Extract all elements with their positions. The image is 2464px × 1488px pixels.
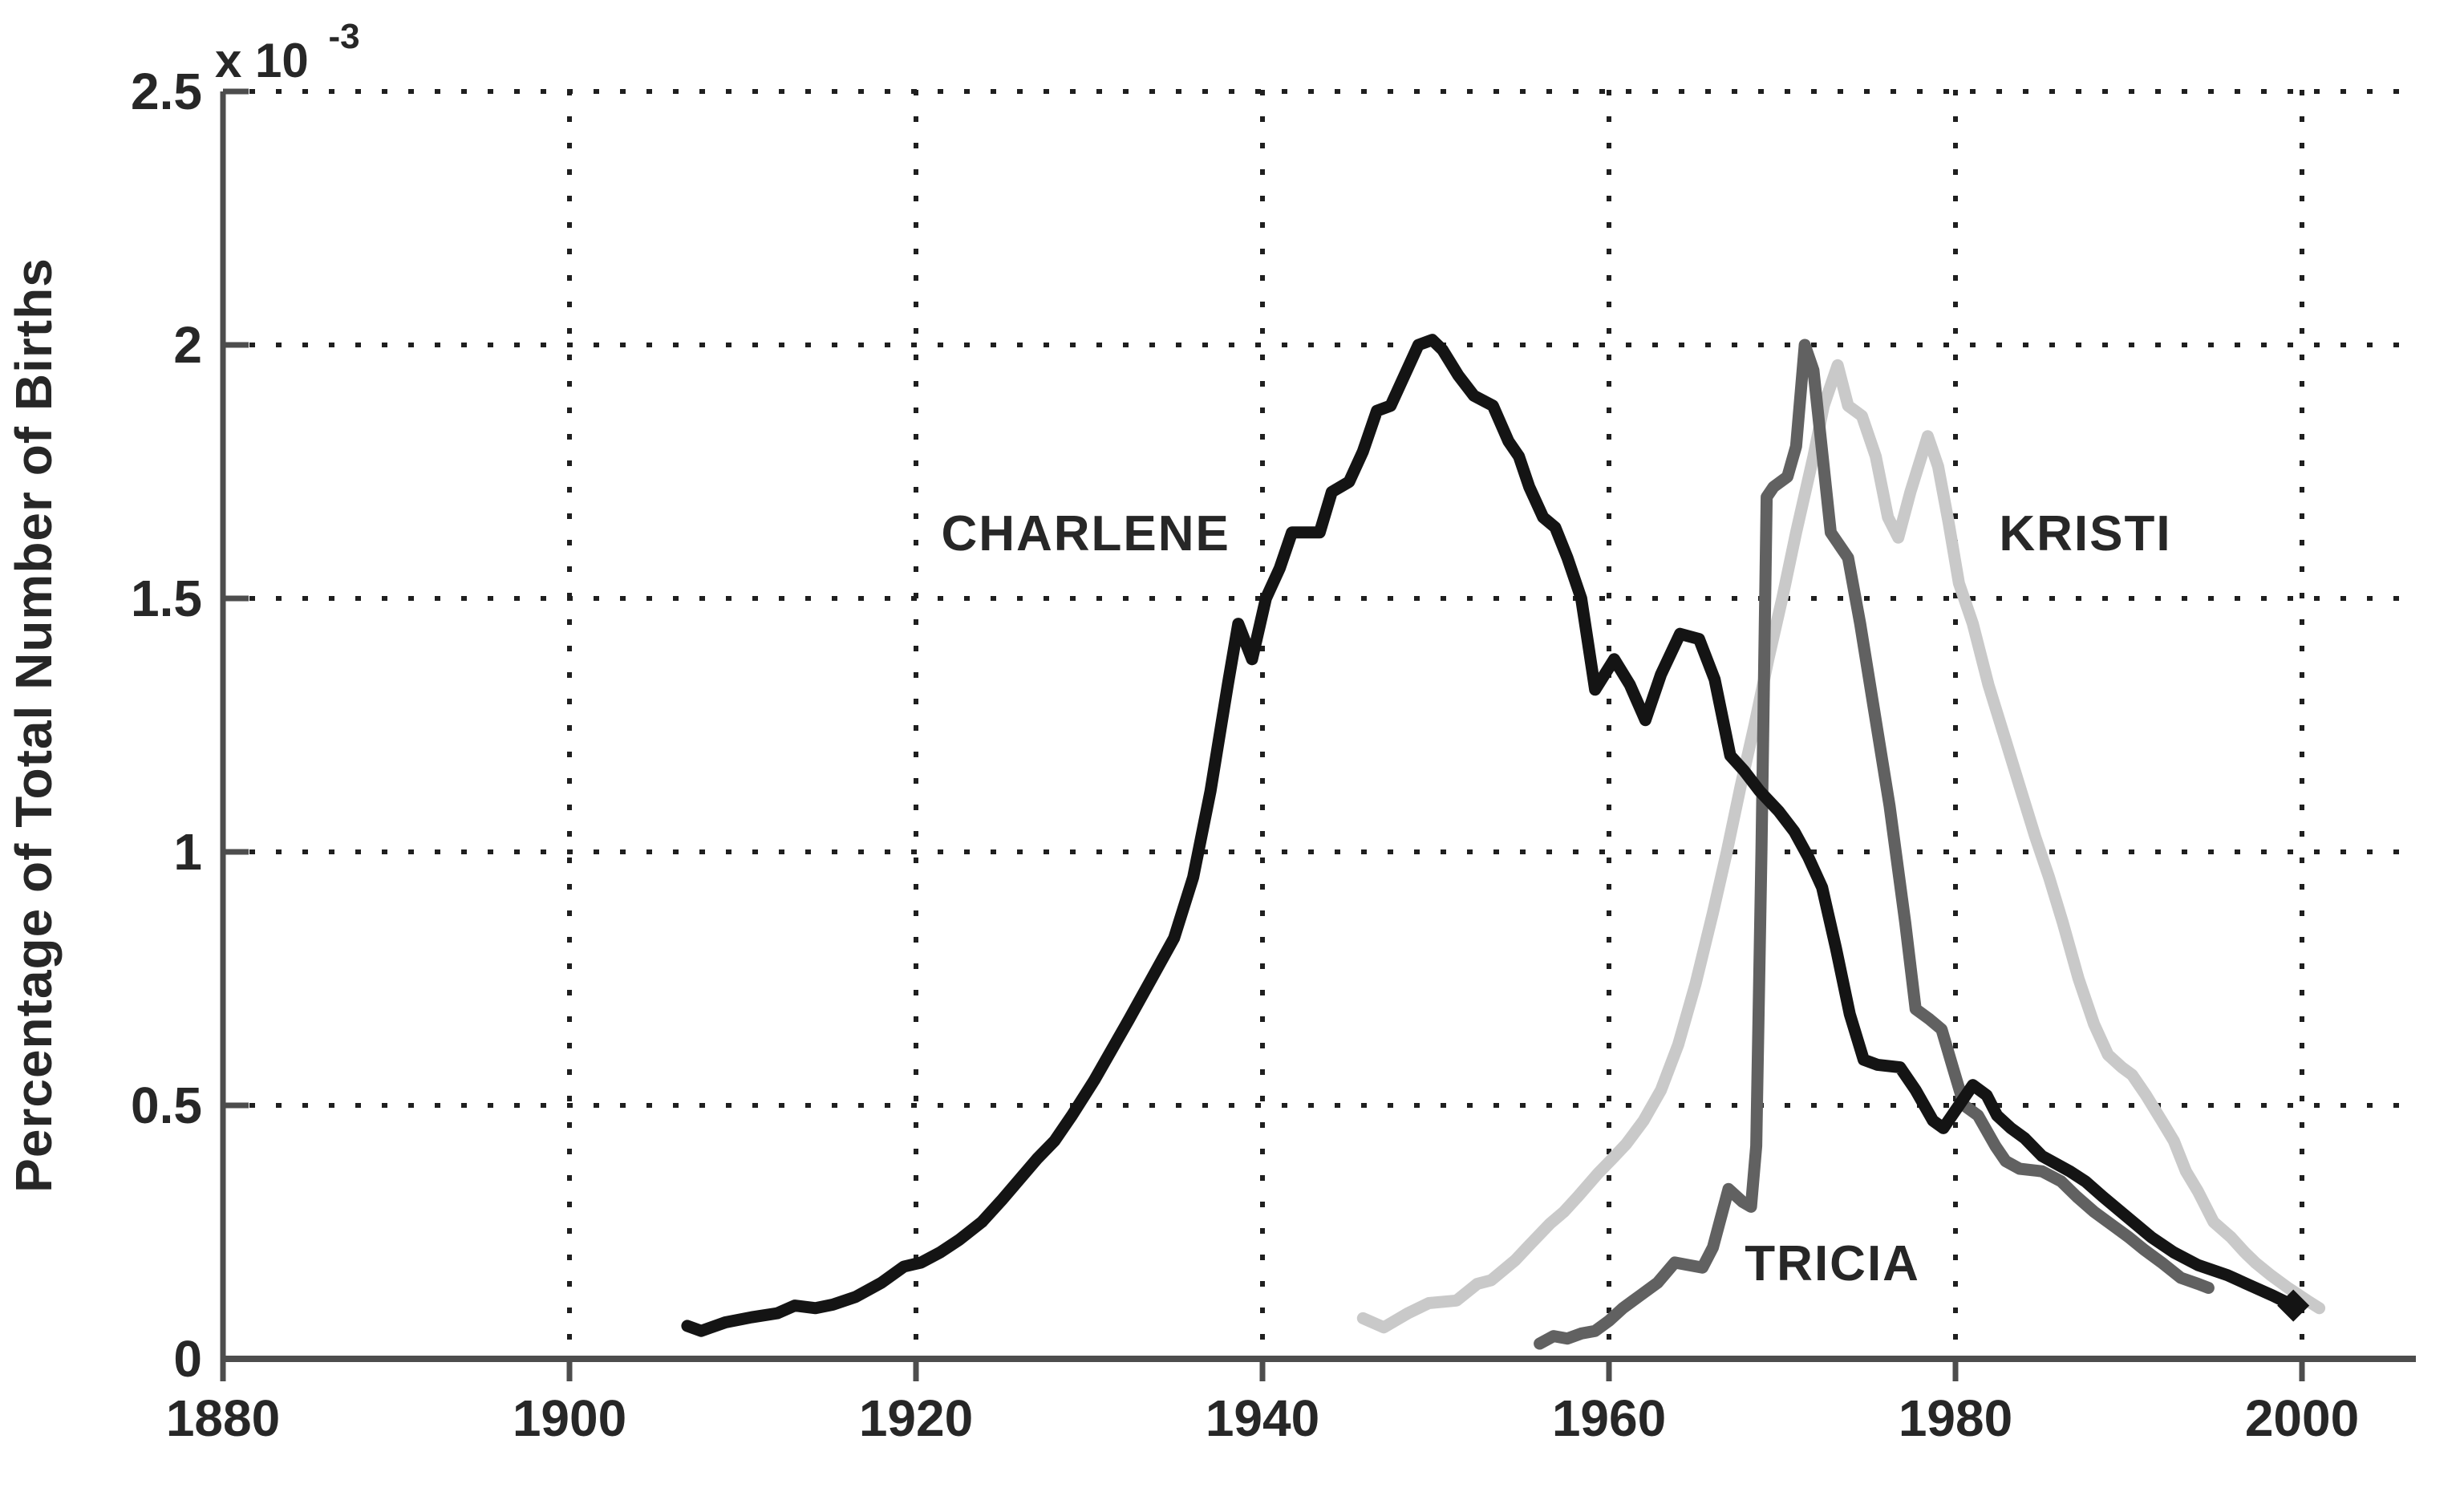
y-axis-offset-label: x 10 -3 (215, 17, 360, 87)
series-label-charlene: CHARLENE (941, 506, 1230, 562)
x-tick-label-1980: 1980 (1899, 1389, 2012, 1447)
offset-exponent: -3 (328, 17, 359, 56)
x-tick-label-1900: 1900 (513, 1389, 626, 1447)
grid-layer (223, 89, 2413, 1359)
x-tick-label-1960: 1960 (1552, 1389, 1666, 1447)
y-tick-label-0.5: 0.5 (131, 1076, 202, 1134)
y-tick-label-2: 2 (173, 316, 202, 374)
offset-base: x 10 (215, 34, 309, 87)
axis-layer (220, 88, 2416, 1381)
series-layer (681, 334, 2326, 1350)
y-tick-label-2.5: 2.5 (131, 63, 202, 120)
x-tick-label-1880: 1880 (166, 1389, 280, 1447)
end-marker-diamond-charlene (2277, 1289, 2310, 1322)
y-tick-label-1.5: 1.5 (131, 570, 202, 627)
series-label-kristi: KRISTI (1999, 506, 2171, 562)
annotation-layer: KRISTI TRICIA CHARLENE (941, 506, 2171, 1291)
x-tick-label-1940: 1940 (1206, 1389, 1319, 1447)
y-axis-title: Percentage of Total Number of Births (5, 257, 63, 1193)
y-tick-label-1: 1 (173, 823, 202, 881)
tick-label-layer: 1880 1900 1920 1940 1960 1980 2000 0 0.5 1 1.5 2 2.5 (131, 63, 2359, 1447)
y-tick-label-0: 0 (173, 1330, 202, 1388)
series-line-charlene (681, 334, 2300, 1337)
series-line-tricia (1534, 339, 2215, 1350)
x-tick-label-2000: 2000 (2245, 1389, 2359, 1447)
x-tick-label-1920: 1920 (859, 1389, 973, 1447)
series-label-tricia: TRICIA (1745, 1236, 1920, 1291)
series-line-kristi (1356, 359, 2326, 1334)
